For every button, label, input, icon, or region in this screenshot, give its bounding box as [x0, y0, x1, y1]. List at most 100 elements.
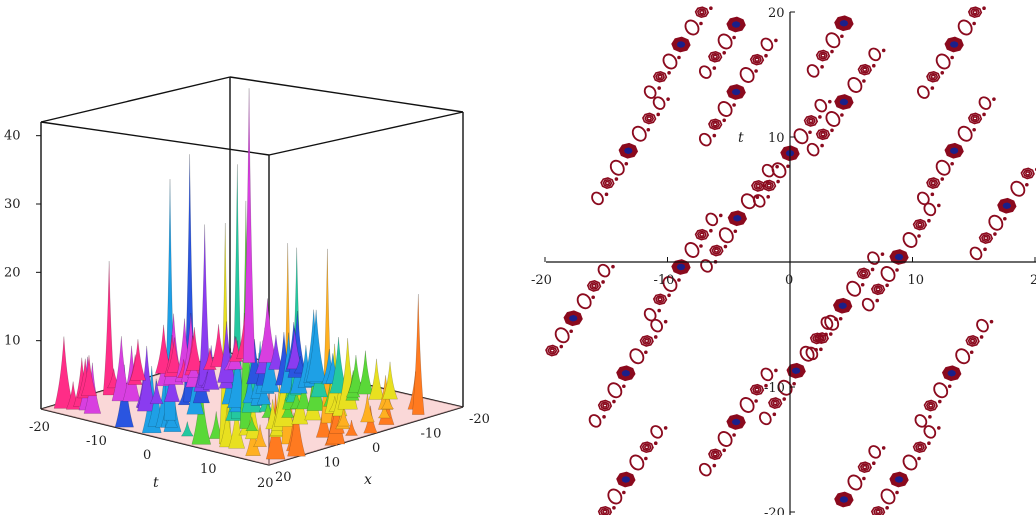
contour-loop — [739, 67, 755, 83]
contour-dot — [820, 65, 824, 69]
contour-dot — [775, 164, 779, 169]
contour-loop — [698, 65, 712, 79]
contour-dot — [612, 399, 616, 404]
contour-ring — [972, 9, 978, 15]
contour-loop — [793, 128, 809, 145]
contour-loop — [650, 425, 663, 439]
contour-ring — [808, 118, 814, 124]
contour-dot — [828, 332, 833, 336]
contour-dot — [928, 415, 932, 419]
contour-dot — [732, 433, 736, 437]
contour-dot — [982, 6, 986, 10]
contour-ring — [698, 232, 705, 238]
contour-dot — [722, 118, 726, 123]
contour-loop — [662, 276, 678, 292]
contour-core — [675, 39, 687, 50]
contour-dot — [712, 463, 717, 468]
contour-ring — [646, 116, 653, 121]
contour-ring — [981, 233, 991, 243]
contour-loop — [705, 212, 719, 227]
contour-dot — [776, 179, 780, 184]
contour-dot — [840, 34, 844, 39]
surface-ripple — [122, 345, 141, 402]
contour-ring — [812, 334, 823, 343]
contour-ring — [927, 403, 934, 408]
contour-ring — [657, 296, 663, 302]
contour-ring — [860, 271, 867, 276]
contour-ring — [710, 120, 721, 129]
contour-ring — [926, 70, 941, 83]
contour-loop — [588, 414, 602, 428]
contour-dot — [722, 51, 726, 55]
contour-ring — [602, 509, 608, 515]
contour-ring — [708, 118, 723, 131]
contour-t-tick: 10 — [768, 131, 785, 146]
surface-ripple — [245, 416, 259, 431]
contour-ring — [925, 401, 936, 410]
surface-x-axis-label: x — [364, 472, 372, 488]
contour-ring — [875, 286, 882, 292]
contour-ring — [752, 55, 762, 64]
contour-ring — [912, 441, 928, 454]
surface-ripple — [368, 358, 385, 400]
contour-ring — [755, 183, 762, 189]
contour-dot — [667, 71, 671, 75]
contour-ring — [1024, 171, 1031, 176]
contour-dot — [824, 332, 828, 337]
contour-ring — [712, 121, 719, 127]
contour-ring — [761, 179, 777, 192]
contour-dot — [624, 161, 629, 166]
contour-loop — [902, 454, 918, 471]
contour-ring — [694, 228, 710, 241]
contour-loop — [868, 47, 882, 62]
contour-ring — [870, 505, 886, 515]
contour-loop — [806, 142, 820, 157]
contour-dot — [947, 384, 952, 389]
contour-dot — [764, 383, 768, 388]
contour-ring — [928, 178, 939, 188]
contour-dot — [663, 426, 668, 430]
contour-dot — [972, 21, 976, 26]
contour-dot — [927, 218, 931, 223]
contour-x-tick: -10 — [654, 273, 675, 288]
contour-ring — [818, 51, 828, 60]
contour-ring — [815, 128, 831, 141]
contour-ring — [652, 70, 668, 83]
contour-dot — [559, 344, 564, 349]
surface-x-tick: 0 — [372, 441, 380, 456]
surface-x-tick: -10 — [421, 427, 442, 442]
contour-dot — [712, 66, 717, 70]
contour-loop — [629, 348, 645, 365]
contour-ring — [602, 178, 613, 188]
surface-ripple — [253, 424, 267, 447]
contour-dot — [940, 177, 945, 181]
contour-loop — [957, 125, 973, 142]
contour-dot — [917, 234, 921, 238]
contour-ring — [923, 399, 938, 412]
contour-ring — [749, 53, 765, 66]
contour-dot — [885, 283, 889, 288]
contour-ring — [710, 52, 721, 61]
contour-loop — [902, 232, 918, 248]
contour-ring — [698, 9, 705, 15]
contour-ring — [859, 65, 870, 74]
contour-ring — [754, 387, 760, 393]
contour-ring — [965, 335, 980, 347]
contour-dot — [774, 38, 778, 43]
contour-dot — [755, 195, 760, 200]
contour-dot — [950, 161, 954, 166]
contour-dot — [880, 252, 885, 256]
contour-dot — [937, 426, 941, 430]
contour-dot — [667, 293, 671, 298]
surface-z-tick: 20 — [4, 265, 21, 280]
contour-plot: -20 -10 0 10 20 -20 -10 10 20 t — [531, 6, 1036, 515]
contour-dot — [644, 456, 648, 461]
box-edge-5 — [268, 111, 464, 156]
surface-t-tick: 0 — [143, 448, 151, 463]
contour-ring — [639, 335, 654, 347]
contour-dot — [604, 192, 609, 197]
contour-core — [730, 87, 742, 97]
contour-ring — [696, 230, 707, 239]
contour-dot — [930, 86, 935, 90]
contour-dot — [875, 298, 880, 303]
